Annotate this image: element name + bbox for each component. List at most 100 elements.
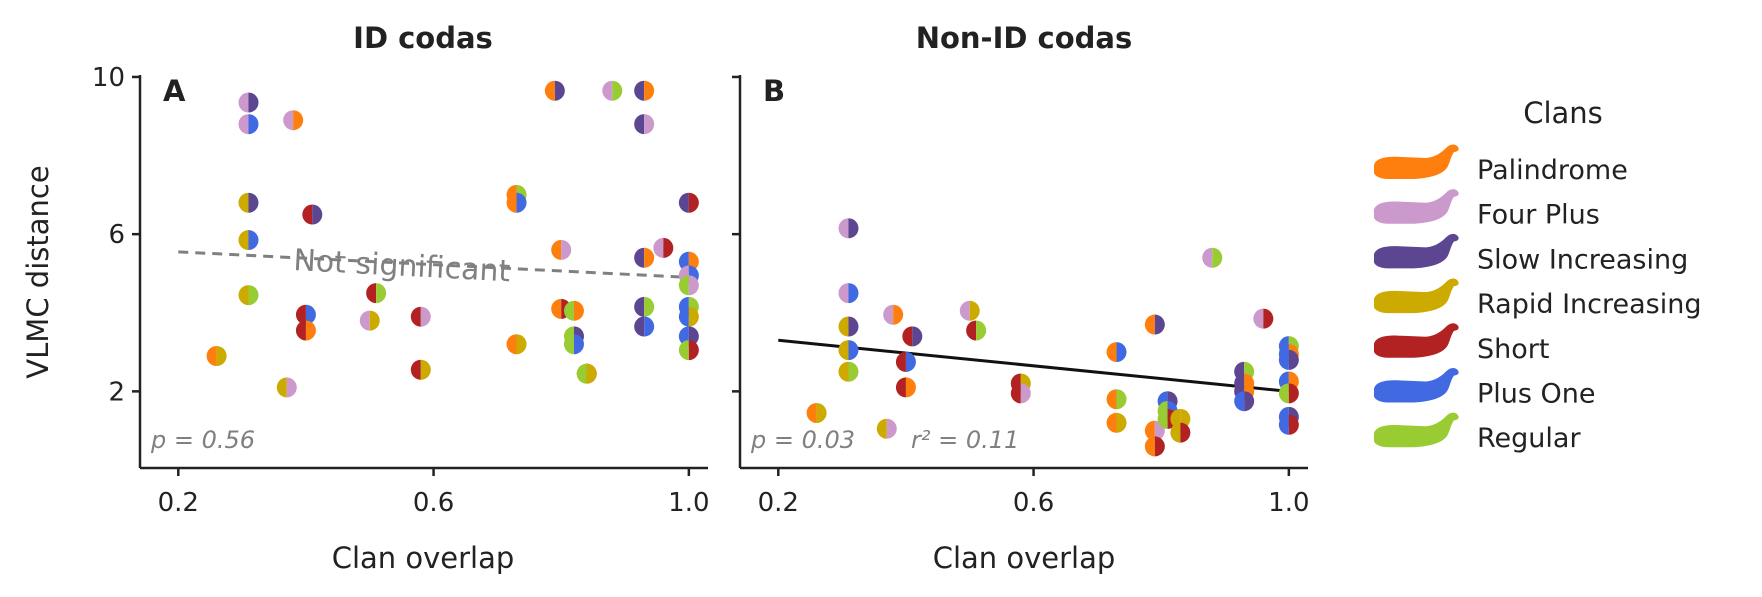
data-point-left-half [238, 92, 249, 113]
data-point-right-half [1116, 389, 1127, 410]
data-point-left-half [838, 340, 849, 361]
panel-b: Non-ID codas B Clan overlap 0.2 0.6 1.0 p … [732, 21, 1310, 575]
data-point [295, 320, 316, 341]
data-point-left-half [1106, 412, 1117, 433]
legend-item: Plus One [1374, 367, 1596, 410]
panel-a-x-axis-label: Clan overlap [332, 541, 515, 575]
data-point-right-half [586, 363, 597, 384]
data-point-left-half [366, 283, 377, 304]
data-point [838, 316, 859, 337]
data-point-right-half [554, 80, 565, 101]
data-point [576, 363, 597, 384]
data-point-left-half [551, 239, 562, 260]
data-point-left-half [238, 114, 249, 135]
panel-b-axes: 0.2 0.6 1.0 [732, 75, 1310, 518]
data-point [1234, 391, 1255, 412]
data-point [238, 230, 259, 251]
data-point [1144, 314, 1165, 335]
panel-a-axes: 0.2 0.6 1.0 2 6 10 [92, 63, 710, 518]
data-point [563, 300, 584, 321]
data-point-left-half [838, 316, 849, 337]
data-point-left-half [1278, 383, 1289, 404]
data-point-right-half [912, 326, 923, 347]
data-point-right-half [905, 351, 916, 372]
data-point [1278, 383, 1299, 404]
legend-label: Slow Increasing [1477, 244, 1688, 275]
sperm-whale-icon [1374, 189, 1459, 224]
data-point-right-half [1263, 308, 1274, 329]
data-point-right-half [248, 114, 259, 135]
data-point [678, 275, 699, 296]
data-point-right-half [848, 340, 859, 361]
data-point [883, 304, 904, 325]
data-point-right-half [848, 283, 859, 304]
data-point-left-half [1010, 383, 1021, 404]
legend-item: Four Plus [1374, 189, 1600, 231]
data-point [634, 296, 655, 317]
data-point-right-half [663, 237, 674, 258]
data-point [634, 114, 655, 135]
legend-label: Four Plus [1477, 200, 1600, 231]
data-point [1253, 308, 1274, 329]
data-point-left-half [544, 80, 555, 101]
x-tick-label: 0.6 [413, 488, 454, 518]
data-point-left-half [1278, 349, 1289, 370]
data-point [678, 306, 699, 327]
data-point-right-half [561, 239, 572, 260]
data-point-left-half [410, 306, 421, 327]
data-point-left-half [634, 316, 645, 337]
sperm-whale-icon [1374, 144, 1459, 179]
data-point [506, 192, 527, 213]
legend-label: Regular [1477, 423, 1581, 454]
data-point [634, 80, 655, 101]
data-point-left-half [576, 363, 587, 384]
data-point [295, 304, 316, 325]
data-point-left-half [1106, 342, 1117, 363]
panel-b-fit-line [778, 338, 1290, 393]
data-point-left-half [602, 80, 613, 101]
data-point-left-half [634, 247, 645, 268]
data-point-left-half [966, 320, 977, 341]
data-point [366, 283, 387, 304]
data-point-left-half [883, 304, 894, 325]
data-point-left-half [895, 377, 906, 398]
panel-a: ID codas A VLMC distance Clan overlap 0.… [21, 21, 710, 575]
data-point-right-half [248, 285, 259, 306]
data-point-right-half [312, 204, 323, 225]
legend-item: Slow Increasing [1374, 233, 1688, 275]
data-point-left-half [283, 110, 294, 131]
data-point-left-half [1144, 314, 1155, 335]
legend-label: Palindrome [1477, 155, 1628, 186]
sperm-whale-icon [1374, 412, 1459, 448]
data-point-right-half [848, 361, 859, 382]
legend: Clans Palindrome Four Plus Slow Increasing… [1374, 96, 1701, 454]
data-point [238, 192, 259, 213]
data-point-left-half [1202, 247, 1213, 268]
data-point-left-half [1157, 408, 1168, 429]
data-point-left-half [238, 285, 249, 306]
data-point-right-half [1288, 414, 1299, 435]
data-point-left-half [1278, 414, 1289, 435]
data-point [838, 283, 859, 304]
data-point-left-half [838, 361, 849, 382]
x-tick-label: 0.2 [758, 488, 799, 518]
data-point-left-half [678, 275, 689, 296]
data-point-left-half [295, 304, 306, 325]
data-point-right-half [573, 334, 584, 355]
data-point-left-half [1144, 436, 1155, 457]
data-point-left-half [1106, 389, 1117, 410]
data-point-left-half [806, 402, 817, 423]
data-point-left-half [506, 334, 517, 355]
data-point [410, 306, 431, 327]
data-point-right-half [1116, 412, 1127, 433]
y-tick-label: 6 [108, 220, 125, 250]
data-point [563, 334, 584, 355]
data-point [1202, 247, 1223, 268]
data-point [959, 300, 980, 321]
data-point-right-half [1212, 247, 1223, 268]
data-point-right-half [1244, 391, 1255, 412]
data-point [276, 377, 297, 398]
data-point-left-half [959, 300, 970, 321]
panel-b-p-value: p = 0.03 [750, 426, 855, 454]
legend-item: Short [1374, 323, 1549, 365]
